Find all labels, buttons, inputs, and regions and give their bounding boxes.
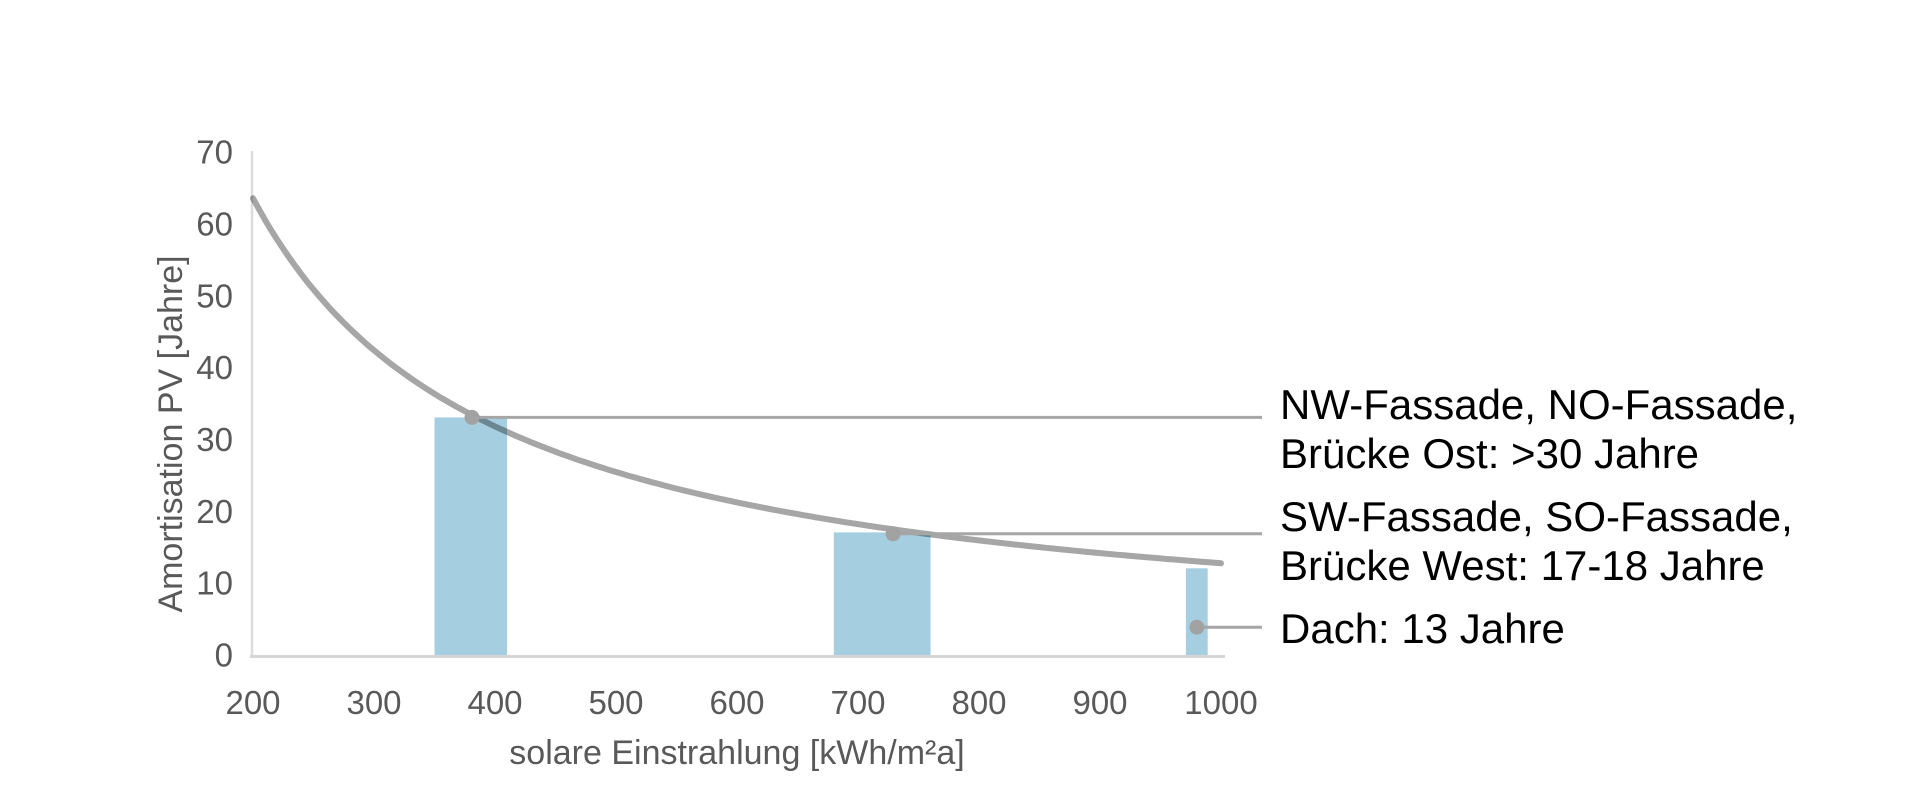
annotation-nw-no-fassade: NW-Fassade, NO-Fassade, Brücke Ost: >30 … xyxy=(1280,380,1797,478)
x-tick-labels: 200 300 400 500 600 700 800 900 1000 xyxy=(225,684,1257,721)
annotation-line: SW-Fassade, SO-Fassade, xyxy=(1280,493,1793,540)
annotation-line: NW-Fassade, NO-Fassade, xyxy=(1280,381,1798,428)
bar-dach xyxy=(1185,568,1208,657)
anchor-dot-3 xyxy=(1189,619,1205,635)
y-tick-label: 20 xyxy=(196,493,233,530)
anchor-dot-1 xyxy=(464,409,480,425)
annotation-line: Dach: 13 Jahre xyxy=(1280,605,1565,652)
x-tick-label: 500 xyxy=(588,684,643,721)
x-tick-label: 200 xyxy=(225,684,280,721)
bar-nw-fassade-no-fassade-br-cke-ost xyxy=(434,417,508,657)
amortisation-curve xyxy=(250,195,1224,567)
x-tick-label: 900 xyxy=(1072,684,1127,721)
y-tick-label: 10 xyxy=(196,565,233,602)
y-tick-label: 50 xyxy=(196,277,233,314)
y-axis-title: Amortisation PV [Jahre] xyxy=(152,255,190,612)
bars xyxy=(434,417,1208,657)
y-tick-label: 40 xyxy=(196,349,233,386)
anchor-dot-2 xyxy=(885,526,901,542)
x-tick-label: 1000 xyxy=(1184,684,1257,721)
x-axis-title: solare Einstrahlung [kWh/m²a] xyxy=(509,734,964,772)
annotation-line: Brücke Ost: >30 Jahre xyxy=(1280,430,1700,477)
y-tick-label: 70 xyxy=(196,134,233,171)
x-tick-label: 400 xyxy=(467,684,522,721)
x-tick-label: 300 xyxy=(346,684,401,721)
y-tick-label: 0 xyxy=(215,637,233,674)
x-tick-label: 800 xyxy=(951,684,1006,721)
y-tick-label: 60 xyxy=(196,205,233,242)
y-tick-labels: 70 60 50 40 30 20 10 0 xyxy=(196,134,233,674)
leader-lines xyxy=(472,415,1262,629)
x-tick-label: 600 xyxy=(709,684,764,721)
annotation-sw-so-fassade: SW-Fassade, SO-Fassade, Brücke West: 17-… xyxy=(1280,492,1793,590)
annotation-line: Brücke West: 17-18 Jahre xyxy=(1280,542,1765,589)
anchor-dots xyxy=(464,409,1205,635)
y-tick-label: 30 xyxy=(196,421,233,458)
annotation-dach: Dach: 13 Jahre xyxy=(1280,604,1565,653)
bar-sw-fassade-so-fassade-br-cke-west xyxy=(833,532,931,657)
x-tick-label: 700 xyxy=(830,684,885,721)
